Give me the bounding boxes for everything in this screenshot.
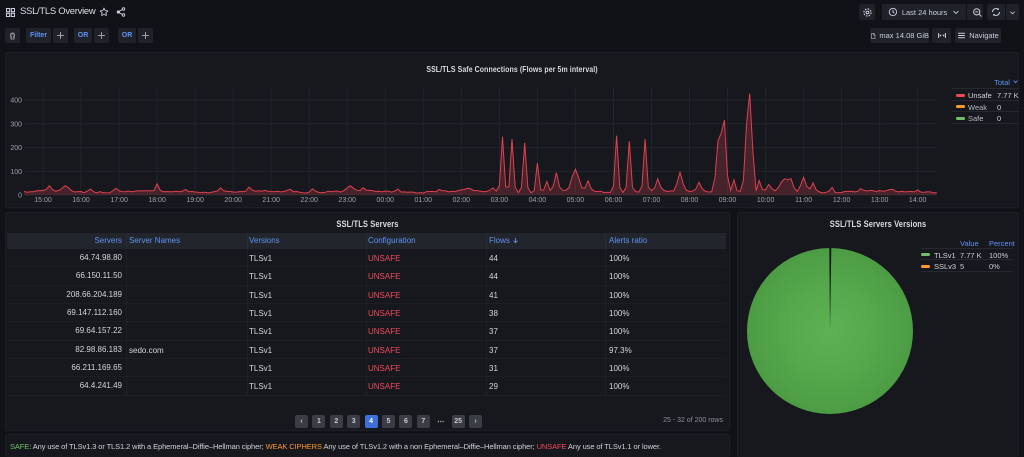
svg-text:03:00: 03:00	[491, 197, 509, 204]
svg-text:01:00: 01:00	[415, 197, 433, 204]
svg-text:19:00: 19:00	[186, 197, 204, 204]
svg-text:00:00: 00:00	[377, 197, 395, 204]
svg-text:400: 400	[10, 98, 22, 105]
svg-text:22:00: 22:00	[300, 197, 318, 204]
svg-text:200: 200	[10, 145, 22, 152]
svg-text:20:00: 20:00	[224, 197, 242, 204]
svg-text:16:00: 16:00	[72, 197, 90, 204]
svg-text:07:00: 07:00	[643, 197, 661, 204]
svg-text:08:00: 08:00	[681, 197, 699, 204]
svg-text:14:00: 14:00	[909, 197, 927, 204]
svg-text:100: 100	[10, 169, 22, 176]
svg-text:21:00: 21:00	[262, 197, 280, 204]
svg-text:06:00: 06:00	[605, 197, 623, 204]
svg-text:10:00: 10:00	[757, 197, 775, 204]
svg-text:0: 0	[18, 193, 22, 200]
svg-text:11:00: 11:00	[795, 197, 812, 204]
svg-text:02:00: 02:00	[453, 197, 471, 204]
svg-text:17:00: 17:00	[110, 197, 128, 204]
svg-text:13:00: 13:00	[871, 197, 889, 204]
svg-text:18:00: 18:00	[148, 197, 166, 204]
svg-text:04:00: 04:00	[529, 197, 547, 204]
svg-text:09:00: 09:00	[719, 197, 737, 204]
svg-text:300: 300	[10, 121, 22, 128]
svg-text:15:00: 15:00	[34, 197, 52, 204]
svg-text:12:00: 12:00	[833, 197, 851, 204]
svg-text:23:00: 23:00	[338, 197, 356, 204]
svg-text:05:00: 05:00	[567, 197, 585, 204]
